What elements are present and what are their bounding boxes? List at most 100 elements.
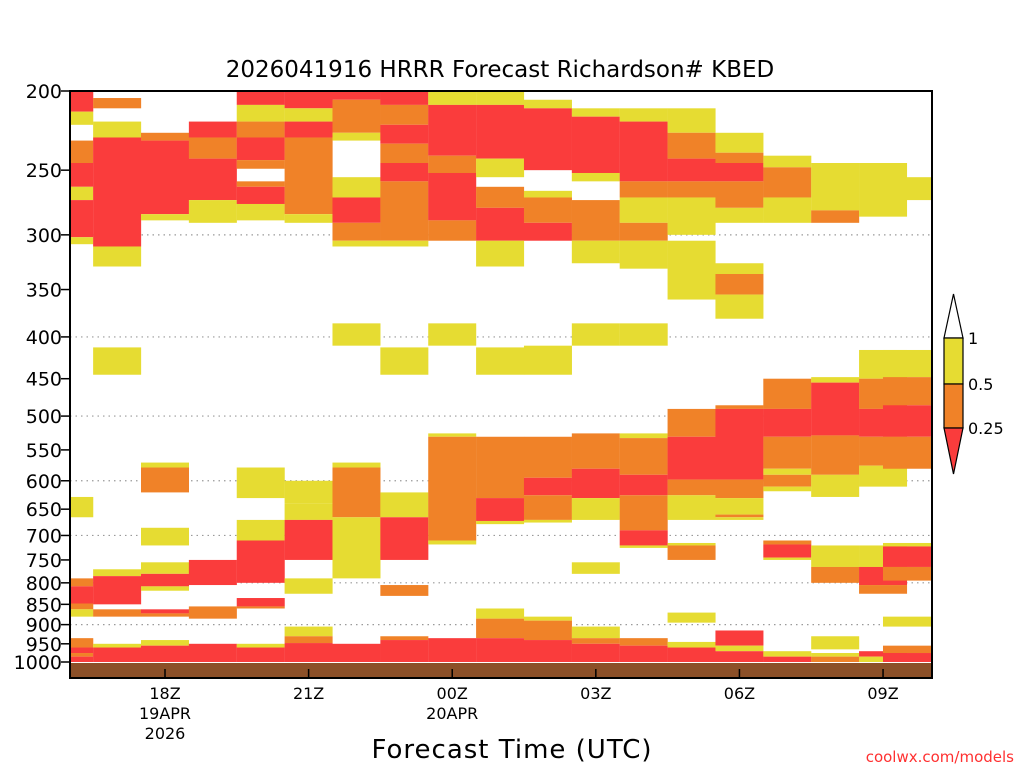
richardson-cell <box>332 323 381 346</box>
richardson-cell <box>236 104 285 122</box>
richardson-cell <box>284 626 333 637</box>
richardson-cell <box>523 616 572 621</box>
richardson-cell <box>882 653 931 662</box>
richardson-cell <box>70 237 94 245</box>
richardson-cell <box>763 656 812 662</box>
richardson-cell <box>332 517 381 579</box>
x-axis-title: Forecast Time (UTC) <box>371 735 652 765</box>
richardson-cell <box>380 104 429 125</box>
richardson-cell <box>236 160 285 169</box>
richardson-cell <box>380 636 429 641</box>
richardson-cell <box>763 197 812 223</box>
richardson-cell <box>763 557 812 560</box>
richardson-cell <box>93 576 142 605</box>
richardson-cell <box>380 124 429 144</box>
richardson-cell <box>667 158 716 182</box>
richardson-cell <box>236 643 285 648</box>
richardson-cell <box>715 132 764 153</box>
richardson-cell <box>236 606 285 609</box>
y-tick-label: 450 <box>26 369 62 391</box>
y-tick-label: 550 <box>26 440 62 462</box>
richardson-cell <box>667 436 716 480</box>
richardson-cell <box>882 436 931 469</box>
richardson-cell <box>882 349 931 378</box>
richardson-cell <box>332 462 381 468</box>
richardson-cell <box>141 467 189 493</box>
richardson-cell <box>715 294 764 319</box>
richardson-cell <box>284 214 333 223</box>
richardson-cell <box>476 436 525 499</box>
richardson-cell <box>236 519 285 541</box>
x-tick-date: 20APR <box>426 704 478 723</box>
richardson-cell <box>284 480 333 504</box>
richardson-cell <box>571 172 620 182</box>
x-tick-label: 09Z <box>867 684 898 703</box>
richardson-cell <box>70 638 94 648</box>
richardson-cell <box>882 566 931 581</box>
richardson-cell <box>619 545 668 548</box>
x-tick-date: 19APR <box>139 704 191 723</box>
richardson-cell <box>811 653 860 657</box>
richardson-cell <box>882 177 931 201</box>
richardson-cell <box>236 598 285 607</box>
richardson-cell <box>236 467 285 499</box>
x-tick-label: 00Z <box>437 684 468 703</box>
richardson-cell <box>188 200 237 223</box>
richardson-cell <box>571 116 620 173</box>
x-tick-year: 2026 <box>145 724 186 743</box>
richardson-cell <box>428 638 477 662</box>
richardson-cell <box>667 647 716 662</box>
richardson-cell <box>70 111 94 125</box>
colorbar-bin <box>943 293 964 339</box>
y-tick-label: 600 <box>26 471 62 493</box>
richardson-cell <box>811 566 860 583</box>
richardson-cell <box>284 636 333 644</box>
richardson-cell <box>428 323 477 346</box>
richardson-cell <box>715 162 764 182</box>
credit-link[interactable]: coolwx.com/models <box>866 748 1014 766</box>
richardson-cell <box>141 645 189 662</box>
richardson-cell <box>859 585 908 594</box>
richardson-cell <box>93 98 142 109</box>
colorbar-tick-label: 0.5 <box>968 375 993 394</box>
richardson-cell <box>380 91 429 105</box>
richardson-cell <box>619 181 668 198</box>
richardson-cell <box>763 408 812 437</box>
richardson-cell <box>93 647 142 662</box>
richardson-cell <box>619 433 668 439</box>
richardson-cell <box>571 323 620 346</box>
richardson-cell <box>284 503 333 520</box>
richardson-cell <box>523 495 572 520</box>
richardson-cell <box>284 121 333 138</box>
richardson-cell <box>667 641 716 648</box>
richardson-cell <box>476 91 525 105</box>
y-tick-label: 800 <box>26 573 62 595</box>
richardson-cell <box>141 132 189 141</box>
y-axis: 200 250 300 350 400 450 500 550 600 650 700 7508008… <box>14 81 70 674</box>
richardson-cell <box>619 222 668 241</box>
richardson-cell <box>93 569 142 577</box>
richardson-cell <box>571 200 620 241</box>
richardson-cell <box>380 492 429 518</box>
richardson-cell <box>715 630 764 646</box>
richardson-cell <box>523 640 572 662</box>
y-tick-label: 300 <box>26 225 62 247</box>
richardson-cell <box>882 377 931 406</box>
y-tick-label: 500 <box>26 406 62 428</box>
y-tick-label: 850 <box>26 594 62 616</box>
richardson-cell <box>284 137 333 215</box>
richardson-cell <box>882 542 931 547</box>
plot-area <box>69 90 933 679</box>
richardson-cell <box>619 530 668 546</box>
richardson-cell <box>715 207 764 223</box>
richardson-cell <box>619 474 668 496</box>
y-tick-label: 200 <box>26 81 62 103</box>
richardson-cell <box>380 347 429 375</box>
x-tick-label: 06Z <box>724 684 755 703</box>
richardson-cell <box>882 405 931 437</box>
richardson-cell <box>715 152 764 163</box>
richardson-cell <box>619 638 668 646</box>
richardson-cell <box>571 626 620 639</box>
richardson-cell <box>667 197 716 235</box>
